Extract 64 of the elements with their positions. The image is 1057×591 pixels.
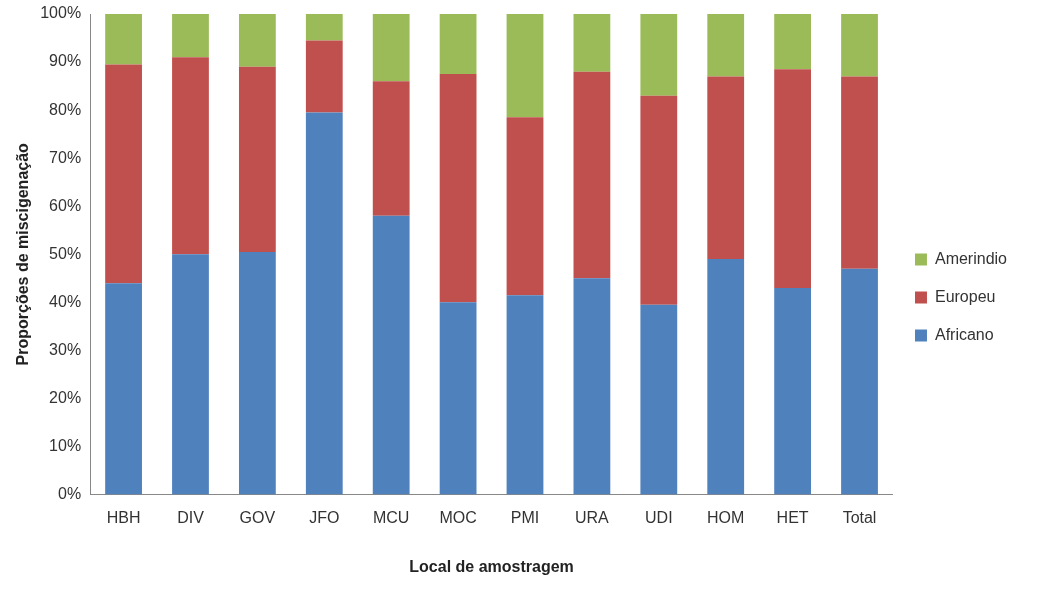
y-tick-label: 50% xyxy=(49,244,82,262)
bar xyxy=(573,278,611,495)
bar xyxy=(506,14,544,118)
x-axis-title: Local de amostragem xyxy=(409,557,574,575)
x-tick-label: DIV xyxy=(177,508,205,526)
y-tick-label: 0% xyxy=(58,485,82,503)
x-tick-label: UDI xyxy=(645,508,673,526)
bar xyxy=(640,14,678,96)
legend-label: Europeu xyxy=(934,287,996,305)
bar xyxy=(774,69,812,288)
x-tick-label: PMI xyxy=(510,508,540,526)
bar xyxy=(439,14,477,75)
bar xyxy=(439,302,477,495)
y-tick-label: 70% xyxy=(49,148,82,166)
bar xyxy=(640,304,678,495)
bar xyxy=(841,76,878,269)
bar xyxy=(372,14,410,82)
bar xyxy=(573,71,611,279)
x-tick-label: JFO xyxy=(309,508,340,526)
bar xyxy=(372,215,410,495)
x-tick-label: URA xyxy=(575,508,610,526)
bar xyxy=(238,66,276,252)
bar xyxy=(640,95,678,305)
y-tick-label: 80% xyxy=(49,100,82,118)
bar xyxy=(707,76,745,260)
bar xyxy=(238,251,276,495)
bar xyxy=(172,57,209,255)
bar xyxy=(707,259,745,495)
x-tick-label: GOV xyxy=(239,508,276,526)
y-tick-label: 30% xyxy=(49,340,82,358)
y-tick-label: 100% xyxy=(40,4,82,22)
bar xyxy=(506,295,544,495)
bar xyxy=(305,112,343,495)
bar xyxy=(372,81,410,216)
legend-label: Amerindio xyxy=(934,249,1008,267)
bar xyxy=(841,14,878,77)
bar xyxy=(439,74,477,303)
bar xyxy=(172,14,209,58)
y-axis-title: Proporções de miscigenação xyxy=(14,142,32,366)
bar xyxy=(774,14,812,70)
legend-label: Africano xyxy=(934,325,994,343)
bar xyxy=(105,283,142,495)
y-tick-label: 90% xyxy=(49,52,82,70)
bar xyxy=(305,40,343,113)
x-tick-label: HBH xyxy=(106,508,141,526)
bar xyxy=(105,14,142,65)
bar xyxy=(774,287,812,495)
y-tick-label: 60% xyxy=(49,196,82,214)
x-tick-label: Total xyxy=(842,508,877,526)
bar xyxy=(573,14,611,72)
x-tick-label: HET xyxy=(776,508,809,526)
bar xyxy=(172,254,209,495)
x-tick-label: HOM xyxy=(707,508,745,526)
bar xyxy=(305,14,343,41)
y-tick-label: 20% xyxy=(49,388,82,406)
x-tick-label: MCU xyxy=(372,508,410,526)
bar xyxy=(238,14,276,67)
bar xyxy=(707,14,745,77)
bar xyxy=(506,117,544,296)
bar xyxy=(841,268,878,495)
y-tick-label: 10% xyxy=(49,436,82,454)
y-tick-label: 40% xyxy=(49,292,82,310)
x-tick-label: MOC xyxy=(439,508,477,526)
bar xyxy=(105,64,142,284)
